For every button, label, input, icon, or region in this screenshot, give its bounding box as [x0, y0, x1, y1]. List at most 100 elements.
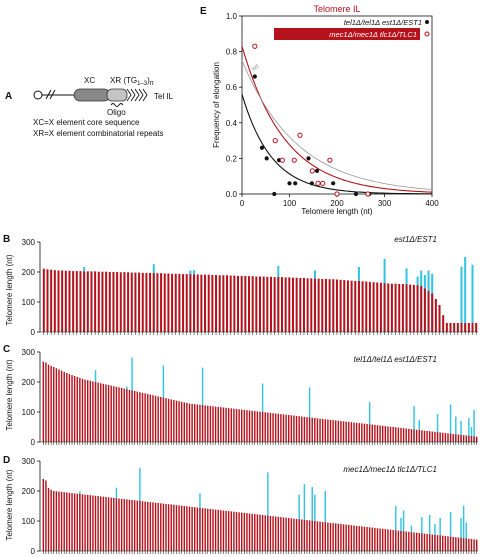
- telomere-bar: [130, 272, 133, 332]
- telomere-bar: [149, 394, 152, 442]
- telomere-bar: [299, 278, 302, 332]
- elongation-bar: [470, 427, 473, 442]
- telomere-bar: [397, 530, 400, 551]
- telomere-bar: [439, 432, 441, 442]
- telomere-bar: [47, 364, 50, 442]
- telomere-bar: [413, 429, 415, 442]
- data-point: [264, 156, 269, 161]
- telomere-bar: [290, 415, 293, 442]
- telomere-bar: [384, 529, 387, 551]
- telomere-bar: [337, 523, 340, 551]
- telomere-bar: [327, 522, 329, 551]
- telomere-bar: [316, 418, 319, 442]
- telomere-bar: [332, 523, 334, 551]
- telomere-bar: [366, 527, 368, 551]
- telomere-bar: [160, 503, 162, 551]
- telomere-bar: [259, 411, 261, 442]
- elongation-bar: [460, 518, 462, 551]
- break-mark-1: [45, 89, 52, 100]
- telomere-bar: [188, 403, 191, 442]
- telomere-bar: [89, 380, 92, 442]
- telomere-bar: [235, 409, 238, 442]
- telomere-bar: [157, 503, 159, 551]
- telomere-bar: [230, 408, 232, 442]
- elongation-bar: [308, 387, 311, 442]
- legend-series-2-marker: [424, 31, 430, 37]
- telomere-bar: [107, 497, 110, 551]
- telomere-bar: [444, 433, 447, 442]
- telomere-bar: [455, 434, 457, 442]
- telomere-bar: [214, 509, 217, 551]
- telomere-bar: [416, 285, 419, 332]
- telomere-bar: [145, 272, 148, 332]
- telomere-bar: [47, 488, 50, 551]
- telomere-bar: [340, 524, 342, 551]
- telomere-bar: [398, 284, 401, 332]
- telomere-bar: [196, 507, 199, 551]
- telomere-bar: [152, 273, 155, 332]
- telomere-bar: [180, 401, 183, 442]
- data-point: [315, 180, 321, 186]
- telomere-bar: [317, 278, 320, 332]
- telomere-bar: [431, 534, 434, 551]
- legend-series-2-label: mec1Δ/mec1Δ tlc1Δ/TLC1: [329, 30, 417, 39]
- telomere-bar: [149, 502, 152, 551]
- telomere-bar: [229, 275, 232, 332]
- telomere-bar: [238, 512, 240, 551]
- telomere-bar: [308, 520, 311, 551]
- telomere-bar: [301, 519, 303, 551]
- telomere-bar: [241, 409, 243, 442]
- telomere-bar: [97, 496, 99, 551]
- telomere-bar: [126, 499, 128, 551]
- telomere-bar: [196, 404, 199, 442]
- telomere-bar: [310, 278, 313, 332]
- legend-series-1-label: tel1Δ/tel1Δ est1Δ/EST1: [344, 18, 422, 27]
- telomere-bar: [108, 272, 111, 332]
- telomere-bar: [319, 418, 321, 442]
- telomere-bar: [63, 371, 65, 442]
- telomere-bar: [345, 524, 347, 551]
- telomere-bar: [73, 376, 76, 442]
- telomere-repeats-icon: [126, 88, 148, 102]
- telomere-bar: [102, 496, 105, 551]
- telomere-bar: [112, 272, 115, 332]
- panel-letter-d: D: [3, 455, 10, 466]
- telomere-bar: [123, 388, 125, 442]
- telomere-bar: [348, 421, 350, 442]
- centromere-icon: [33, 90, 43, 100]
- telomere-bar: [261, 515, 264, 551]
- panel-letter-c: C: [3, 344, 10, 355]
- xr-label: XR (TG1–3)n: [110, 76, 154, 87]
- telomere-bar: [272, 413, 274, 442]
- telomere-bar: [316, 521, 319, 551]
- telomere-bar: [337, 420, 340, 442]
- panel-b: B est1Δ/EST1 Telomere length (nt) 0 100 20…: [3, 234, 478, 337]
- telomere-bar: [379, 425, 381, 442]
- telomere-bar: [321, 278, 324, 332]
- telomere-bar: [405, 428, 407, 442]
- telomere-bar: [60, 491, 63, 551]
- telomere-bar: [200, 274, 203, 332]
- data-point: [297, 132, 303, 138]
- telomere-bar: [284, 277, 287, 332]
- telomere-bar: [100, 383, 102, 442]
- telomere-bar: [412, 284, 415, 332]
- bar-chart-d-y-label: Telomere length (nt): [5, 469, 14, 540]
- telomere-bar: [55, 368, 58, 442]
- telomere-bar: [45, 362, 47, 442]
- telomere-bar: [115, 498, 118, 551]
- telomere-bar: [212, 509, 214, 551]
- scatter-y-axis-label: Frequency of elongation: [212, 62, 221, 148]
- telomere-bar: [274, 516, 277, 551]
- data-point: [252, 43, 258, 49]
- telomere-bar: [167, 504, 170, 551]
- telomere-bar: [361, 526, 363, 551]
- telomere-bar: [387, 529, 389, 551]
- elongation-bar: [460, 266, 463, 332]
- data-point: [309, 181, 314, 186]
- bar-chart-b: 0 100 200 300: [22, 238, 478, 337]
- telomere-bar: [342, 421, 345, 442]
- bar-chart-b-title: est1Δ/EST1: [394, 235, 437, 244]
- telomere-bar: [350, 280, 353, 332]
- fit-curve-2: [241, 46, 433, 193]
